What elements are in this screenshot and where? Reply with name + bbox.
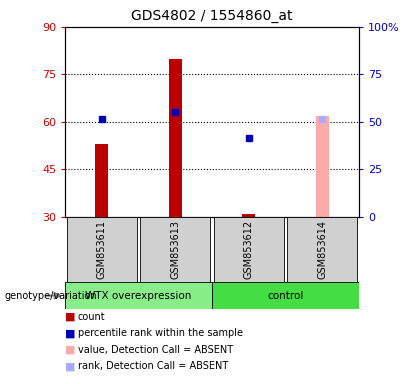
Title: GDS4802 / 1554860_at: GDS4802 / 1554860_at: [131, 9, 293, 23]
Text: GSM853612: GSM853612: [244, 220, 254, 279]
Bar: [140, 217, 210, 282]
Bar: [212, 282, 359, 309]
Text: GSM853613: GSM853613: [171, 220, 180, 279]
Text: percentile rank within the sample: percentile rank within the sample: [78, 328, 243, 338]
Text: count: count: [78, 312, 105, 322]
Bar: [67, 217, 137, 282]
Text: ■: ■: [65, 312, 76, 322]
Text: ■: ■: [65, 328, 76, 338]
Text: genotype/variation: genotype/variation: [4, 291, 97, 301]
Bar: [214, 217, 284, 282]
Bar: [242, 214, 255, 217]
Bar: [65, 282, 212, 309]
Bar: [287, 217, 357, 282]
Text: WTX overexpression: WTX overexpression: [85, 291, 192, 301]
Bar: [169, 59, 182, 217]
Text: value, Detection Call = ABSENT: value, Detection Call = ABSENT: [78, 345, 233, 355]
Text: control: control: [268, 291, 304, 301]
Bar: [316, 116, 329, 217]
Text: rank, Detection Call = ABSENT: rank, Detection Call = ABSENT: [78, 361, 228, 371]
Text: ■: ■: [65, 345, 76, 355]
Bar: [95, 144, 108, 217]
Text: GSM853614: GSM853614: [318, 220, 327, 279]
Text: ■: ■: [65, 361, 76, 371]
Text: GSM853611: GSM853611: [97, 220, 107, 279]
